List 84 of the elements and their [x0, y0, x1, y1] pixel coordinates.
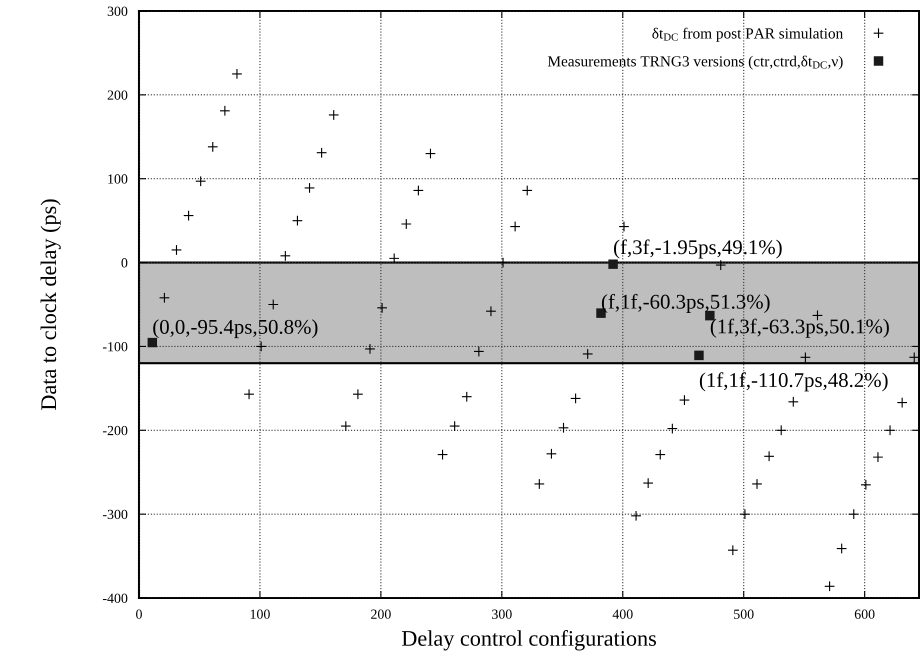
y-tick-label: 0 — [121, 258, 128, 268]
x-tick-label: 300 — [492, 610, 512, 619]
point — [715, 260, 726, 271]
point — [148, 338, 158, 348]
point — [824, 580, 835, 592]
y-tick-label: 200 — [108, 90, 128, 100]
x-tick-label: 600 — [854, 610, 875, 619]
point — [400, 218, 412, 230]
point — [848, 508, 860, 520]
point — [219, 105, 230, 116]
annotation: (0,0,-95.4ps,50.8%) — [153, 319, 318, 338]
point — [908, 352, 920, 363]
point — [570, 393, 582, 404]
point — [232, 68, 242, 80]
point — [461, 391, 472, 402]
point — [412, 185, 424, 196]
point — [740, 508, 750, 520]
point — [328, 110, 340, 120]
x-tick-label: 400 — [612, 610, 633, 619]
point — [666, 423, 678, 434]
annotation: (1f,1f,-110.7ps,48.2%) — [700, 372, 888, 392]
point — [158, 292, 170, 304]
point — [425, 148, 436, 159]
x-axis-title: Delay control configurations — [402, 630, 656, 650]
point — [183, 210, 194, 222]
point — [364, 344, 376, 354]
point — [316, 147, 328, 158]
point — [268, 299, 279, 310]
y-tick-label: -200 — [102, 426, 128, 436]
point — [449, 420, 460, 432]
point — [694, 350, 704, 360]
point — [207, 141, 218, 152]
y-tick-label: 300 — [108, 6, 128, 16]
point — [534, 478, 545, 490]
point — [171, 244, 182, 256]
x-tick-label: 0 — [136, 610, 142, 619]
point — [352, 388, 364, 400]
point — [498, 257, 508, 268]
point — [558, 422, 569, 434]
point — [608, 259, 618, 269]
point — [292, 215, 303, 226]
annotation: (f,3f,-1.95ps,49.1%) — [614, 239, 782, 258]
y-tick-label: -100 — [102, 342, 128, 352]
point — [244, 388, 254, 400]
point — [437, 449, 448, 460]
point — [896, 397, 908, 408]
legend-label: Measurements TRNG3 versions (ctr,ctrd,δt$_{DC}$,ν) — [548, 56, 843, 70]
annotation: (f,1f,-60.3ps,51.3%) — [602, 294, 770, 313]
point — [486, 306, 496, 317]
point — [679, 394, 690, 406]
point — [618, 221, 630, 232]
y-tick-label: -300 — [102, 510, 128, 520]
y-tick-label: 100 — [108, 174, 128, 184]
point — [752, 478, 762, 490]
point — [256, 341, 267, 352]
point — [376, 302, 388, 314]
point — [884, 424, 896, 436]
y-axis-title: Data to clock delay (ps) — [40, 199, 61, 410]
point — [522, 185, 533, 196]
x-tick-label: 100 — [250, 610, 270, 619]
point — [800, 352, 811, 363]
point — [304, 182, 315, 194]
point — [340, 420, 352, 432]
point — [836, 543, 848, 554]
point — [654, 449, 666, 460]
x-tick-label: 500 — [734, 610, 754, 619]
annotation: (1f,3f,-63.3ps,50.1%) — [710, 318, 889, 338]
point — [860, 479, 872, 490]
point — [546, 448, 557, 460]
point — [872, 452, 884, 463]
point — [776, 424, 787, 436]
point — [764, 450, 775, 462]
point — [510, 221, 521, 232]
legend-label: δt$_{DC}$ from post PAR simulation — [652, 28, 843, 42]
point — [280, 250, 291, 262]
point — [788, 396, 799, 408]
y-tick-label: -400 — [102, 594, 128, 603]
point — [195, 176, 206, 187]
point — [727, 544, 738, 556]
point — [630, 510, 642, 522]
point — [473, 346, 484, 357]
point — [642, 478, 654, 489]
point — [582, 348, 594, 360]
x-tick-label: 200 — [371, 610, 391, 619]
